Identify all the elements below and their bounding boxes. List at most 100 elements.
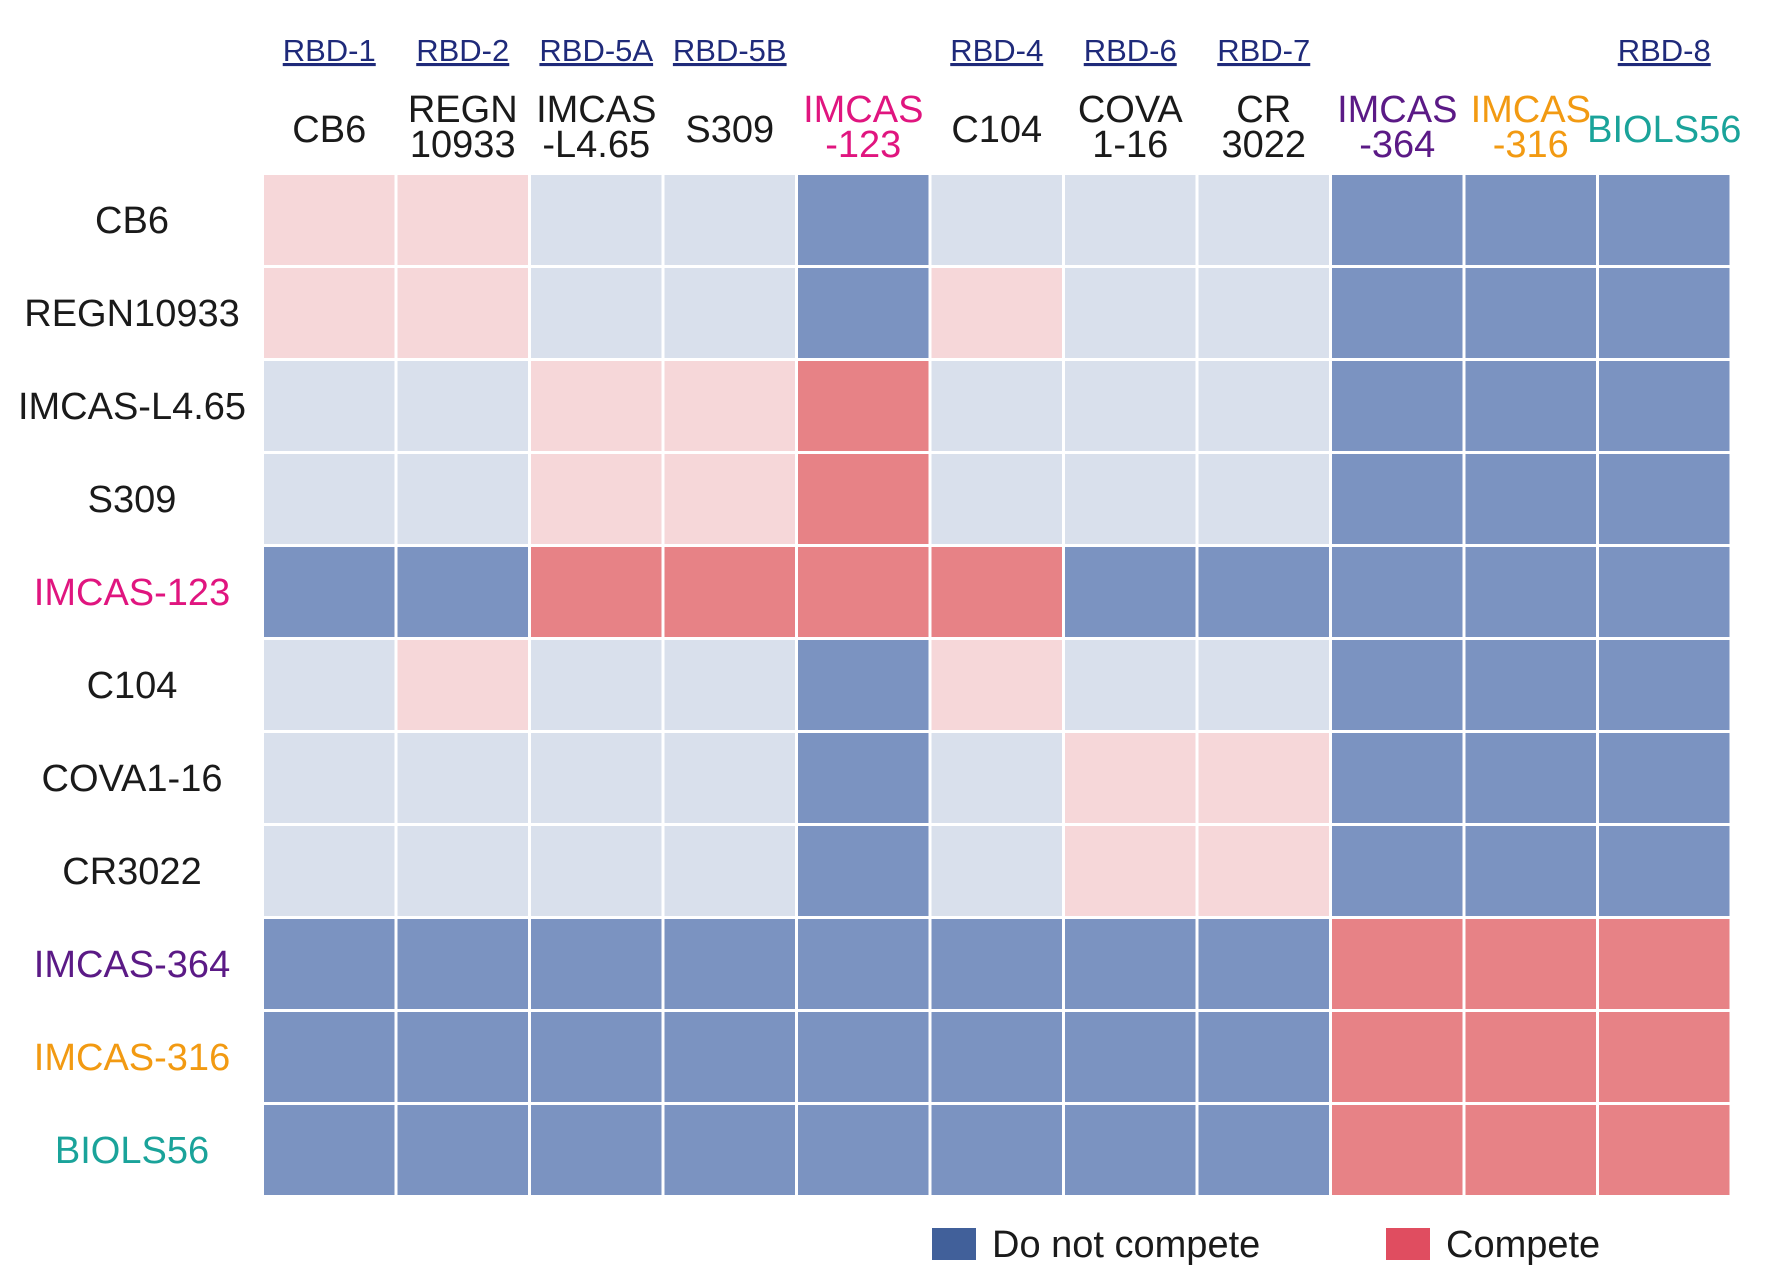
epitope-label: RBD-5B <box>673 33 787 68</box>
heatmap-cell-2-1 <box>397 361 528 451</box>
heatmap-cell-9-0 <box>264 1012 395 1102</box>
heatmap-cell-9-6 <box>1065 1012 1196 1102</box>
heatmap-cell-5-3 <box>664 640 795 730</box>
heatmap-cell-7-6 <box>1065 826 1196 916</box>
row-labels: CB6 REGN10933 IMCAS-L4.65 S309 IMCAS-123 C104… <box>18 200 246 1172</box>
heatmap-cell-0-5 <box>931 175 1062 265</box>
heatmap-cell-3-2 <box>531 454 662 544</box>
heatmap-cell-0-3 <box>664 175 795 265</box>
heatmap-cell-1-3 <box>664 268 795 358</box>
heatmap-cell-2-4 <box>798 361 929 451</box>
heatmap-cell-5-0 <box>264 640 395 730</box>
heatmap-cell-10-5 <box>931 1105 1062 1195</box>
heatmap-cells <box>264 175 1730 1195</box>
heatmap-cell-10-1 <box>397 1105 528 1195</box>
heatmap-cell-7-4 <box>798 826 929 916</box>
heatmap-cell-1-0 <box>264 268 395 358</box>
column-label: BIOLS56 <box>1587 109 1741 151</box>
heatmap-cell-4-6 <box>1065 547 1196 637</box>
legend-swatch <box>932 1228 976 1260</box>
heatmap-cell-0-9 <box>1465 175 1596 265</box>
heatmap-cell-8-5 <box>931 919 1062 1009</box>
heatmap-cell-8-4 <box>798 919 929 1009</box>
heatmap-cell-2-10 <box>1599 361 1730 451</box>
heatmap-cell-10-10 <box>1599 1105 1730 1195</box>
heatmap-cell-8-2 <box>531 919 662 1009</box>
epitope-label: RBD-8 <box>1618 33 1711 68</box>
row-label: S309 <box>88 479 177 521</box>
heatmap-cell-6-7 <box>1198 733 1329 823</box>
heatmap-cell-3-0 <box>264 454 395 544</box>
heatmap-cell-5-6 <box>1065 640 1196 730</box>
heatmap-cell-2-8 <box>1332 361 1463 451</box>
heatmap-cell-4-5 <box>931 547 1062 637</box>
column-label: IMCAS -364 <box>1337 89 1457 166</box>
heatmap-cell-8-1 <box>397 919 528 1009</box>
heatmap-cell-5-4 <box>798 640 929 730</box>
heatmap-cell-3-9 <box>1465 454 1596 544</box>
heatmap-cell-7-2 <box>531 826 662 916</box>
heatmap-cell-0-0 <box>264 175 395 265</box>
heatmap-cell-3-10 <box>1599 454 1730 544</box>
heatmap-cell-9-5 <box>931 1012 1062 1102</box>
heatmap-cell-7-3 <box>664 826 795 916</box>
heatmap-cell-1-5 <box>931 268 1062 358</box>
heatmap-cell-2-3 <box>664 361 795 451</box>
heatmap-cell-4-8 <box>1332 547 1463 637</box>
heatmap-cell-6-1 <box>397 733 528 823</box>
heatmap-cell-0-8 <box>1332 175 1463 265</box>
heatmap-cell-3-3 <box>664 454 795 544</box>
legend: Do not compete Compete <box>932 1224 1600 1266</box>
heatmap-cell-0-2 <box>531 175 662 265</box>
heatmap-cell-6-3 <box>664 733 795 823</box>
heatmap-cell-9-9 <box>1465 1012 1596 1102</box>
column-label: IMCAS -L4.65 <box>536 89 656 166</box>
column-label: IMCAS -316 <box>1471 89 1591 166</box>
column-label: CR 3022 <box>1221 89 1306 166</box>
heatmap-cell-4-2 <box>531 547 662 637</box>
legend-swatch <box>1386 1228 1430 1260</box>
heatmap-cell-8-0 <box>264 919 395 1009</box>
heatmap-cell-3-4 <box>798 454 929 544</box>
heatmap-cell-5-7 <box>1198 640 1329 730</box>
column-label: IMCAS -123 <box>803 89 923 166</box>
heatmap-cell-0-4 <box>798 175 929 265</box>
heatmap-cell-1-9 <box>1465 268 1596 358</box>
row-label: CR3022 <box>62 851 201 893</box>
heatmap-cell-4-0 <box>264 547 395 637</box>
heatmap-cell-1-10 <box>1599 268 1730 358</box>
heatmap-cell-1-7 <box>1198 268 1329 358</box>
heatmap-cell-6-0 <box>264 733 395 823</box>
epitope-labels: RBD-1 RBD-2 RBD-5A RBD-5B RBD-4 RBD-6 RBD-7 RBD… <box>283 33 1711 68</box>
heatmap-cell-1-2 <box>531 268 662 358</box>
epitope-label: RBD-5A <box>539 33 653 68</box>
heatmap-cell-7-7 <box>1198 826 1329 916</box>
heatmap-cell-8-9 <box>1465 919 1596 1009</box>
row-label: REGN10933 <box>24 293 239 335</box>
row-label: IMCAS-123 <box>34 572 230 614</box>
heatmap-cell-9-2 <box>531 1012 662 1102</box>
row-label: IMCAS-L4.65 <box>18 386 246 428</box>
heatmap-cell-5-2 <box>531 640 662 730</box>
heatmap-cell-3-6 <box>1065 454 1196 544</box>
heatmap-cell-9-10 <box>1599 1012 1730 1102</box>
heatmap-cell-10-3 <box>664 1105 795 1195</box>
heatmap-cell-1-8 <box>1332 268 1463 358</box>
heatmap-cell-1-1 <box>397 268 528 358</box>
heatmap-cell-7-8 <box>1332 826 1463 916</box>
heatmap-cell-2-2 <box>531 361 662 451</box>
heatmap-cell-10-8 <box>1332 1105 1463 1195</box>
heatmap-cell-2-7 <box>1198 361 1329 451</box>
column-label: COVA 1-16 <box>1078 89 1184 166</box>
row-label: BIOLS56 <box>55 1130 209 1172</box>
heatmap-cell-2-9 <box>1465 361 1596 451</box>
row-label: IMCAS-316 <box>34 1037 230 1079</box>
heatmap-cell-4-9 <box>1465 547 1596 637</box>
column-label: REGN 10933 <box>408 89 518 166</box>
heatmap-cell-4-4 <box>798 547 929 637</box>
heatmap-cell-4-10 <box>1599 547 1730 637</box>
heatmap-cell-10-2 <box>531 1105 662 1195</box>
heatmap-cell-8-8 <box>1332 919 1463 1009</box>
